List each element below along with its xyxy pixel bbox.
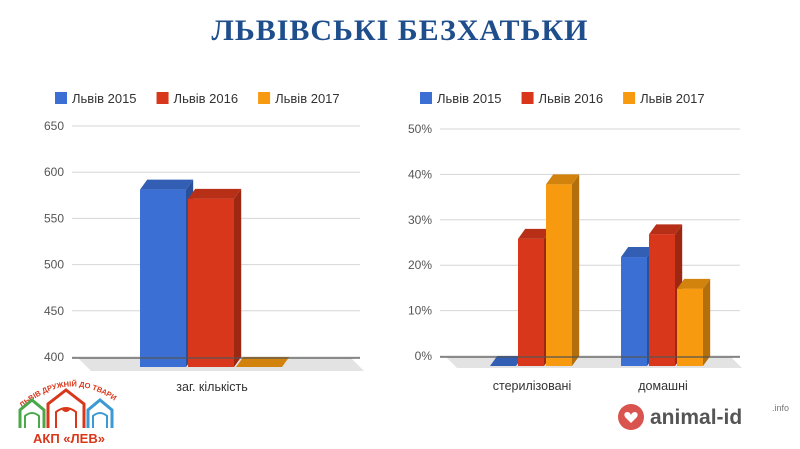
bar-top xyxy=(677,278,711,289)
house-red-icon xyxy=(46,388,86,428)
legend-swatch xyxy=(258,92,271,104)
y-tick-label: 450 xyxy=(44,304,64,318)
chart-percentages: Львів 2015 Львів 2016 Львів 2017 50% 40% 30% 2… xyxy=(408,91,742,393)
bar xyxy=(621,257,647,366)
legend-label: Львів 2016 xyxy=(539,91,604,106)
bar-top xyxy=(649,224,683,235)
bar-top xyxy=(140,179,194,190)
legend-swatch xyxy=(55,92,67,104)
bar xyxy=(649,234,675,366)
y-tick-label: 400 xyxy=(44,350,64,364)
animal-id-logo: animal-id .info xyxy=(618,403,789,430)
bar-side xyxy=(572,174,580,366)
legend-label: Львів 2015 xyxy=(72,91,137,106)
y-tick-label: 30% xyxy=(408,213,432,227)
legend-swatch xyxy=(156,92,169,104)
x-tick-label: домашні xyxy=(638,379,688,393)
bar-side xyxy=(234,188,242,367)
logo-animal-id-suffix: .info xyxy=(772,403,789,413)
house-blue-icon xyxy=(86,398,114,428)
legend-label: Львів 2016 xyxy=(174,91,239,106)
bar-top xyxy=(188,188,242,199)
bar xyxy=(518,238,544,366)
y-tick-label: 550 xyxy=(44,211,64,225)
chart-total-count: Львів 2015 Львів 2016 Львів 2017 650 600 550 5… xyxy=(44,91,364,394)
bar xyxy=(546,184,572,366)
house-green-icon xyxy=(18,398,46,428)
bar xyxy=(677,288,703,366)
logo-animal-id-name: animal-id xyxy=(650,406,742,429)
legend-label: Львів 2017 xyxy=(640,91,705,106)
y-tick-label: 0% xyxy=(415,349,433,363)
y-tick-label: 20% xyxy=(408,258,432,272)
bar-side xyxy=(703,278,711,366)
akp-lev-logo: ЛЬВІВ ДРУЖНІЙ ДО ТВАРИН АКП «ЛЕВ» xyxy=(14,372,118,446)
bar-top xyxy=(518,228,552,239)
y-tick-label: 10% xyxy=(408,304,432,318)
y-tick-label: 650 xyxy=(44,119,64,133)
logo-name: АКП «ЛЕВ» xyxy=(33,431,105,446)
bar-top xyxy=(621,247,655,258)
page-title: ЛЬВІВСЬКІ БЕЗХАТЬКИ xyxy=(211,14,589,47)
bar-top xyxy=(546,174,580,185)
legend-swatch xyxy=(420,92,432,104)
legend-label: Львів 2015 xyxy=(437,91,502,106)
y-tick-label: 50% xyxy=(408,122,432,136)
legend-swatch xyxy=(521,92,534,104)
x-tick-label: заг. кількість xyxy=(176,380,247,394)
legend-swatch xyxy=(623,92,636,104)
bar xyxy=(140,189,186,367)
x-tick-label: стерилізовані xyxy=(493,379,571,393)
y-tick-label: 40% xyxy=(408,167,432,181)
y-tick-label: 600 xyxy=(44,165,64,179)
bar-top xyxy=(236,357,290,367)
bar-top xyxy=(490,356,524,366)
legend-label: Львів 2017 xyxy=(275,91,340,106)
bar xyxy=(188,198,234,367)
y-tick-label: 500 xyxy=(44,258,64,272)
